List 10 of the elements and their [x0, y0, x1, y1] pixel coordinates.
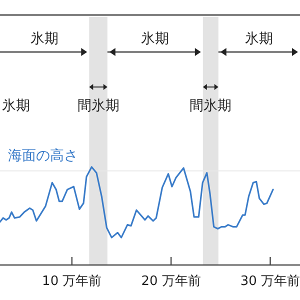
text: 氷期 [2, 98, 30, 114]
band-label: 間氷期 [77, 98, 120, 114]
x-tick-label: 20 万年前 [141, 274, 201, 289]
text: 氷期 [30, 31, 59, 47]
series-label: 海面の高さ [8, 148, 78, 164]
x-tick-label: 30 万年前 [240, 274, 300, 289]
text: 氷期 [141, 31, 170, 47]
band-label: 間氷期 [190, 98, 232, 114]
text: 氷期 [245, 31, 274, 47]
x-tick-label: 10 万年前 [42, 274, 102, 289]
